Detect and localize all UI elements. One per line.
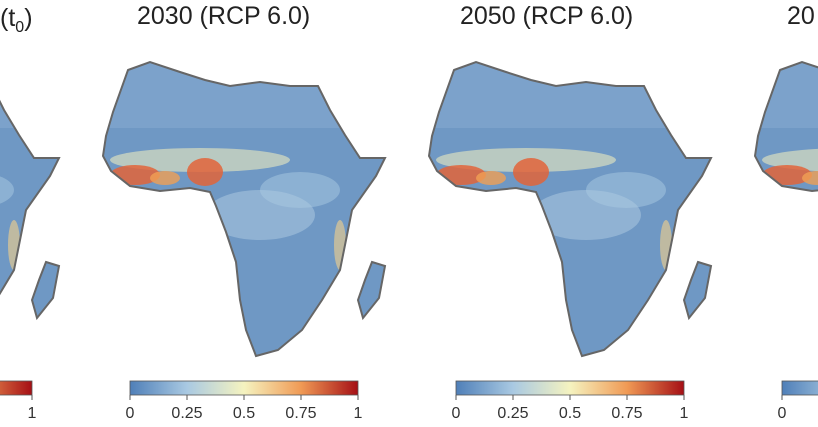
colorbar-tick-label: 0.5 — [558, 405, 582, 422]
colorbar — [0, 380, 33, 396]
panel-title-2050: 2050 (RCP 6.0) — [460, 2, 634, 30]
colorbar-tick-label: 0.25 — [497, 405, 529, 422]
map-panel-2030 — [100, 58, 390, 356]
colorbar-tick-label: 0.25 — [171, 405, 203, 422]
map-panel-t0 — [0, 58, 64, 356]
panel-title-t0: (t0) — [0, 4, 33, 36]
colorbar — [455, 380, 685, 396]
colorbar-tick-label: 0 — [777, 405, 787, 422]
colorbar-tick-label: 1 — [679, 405, 689, 422]
colorbar — [781, 380, 818, 396]
colorbar-tick-label: 0 — [125, 405, 135, 422]
panel-title-partial: 20 — [787, 2, 815, 30]
colorbar-tick-label: 0 — [451, 405, 461, 422]
colorbar — [129, 380, 359, 396]
map-panel-2050 — [426, 58, 716, 356]
colorbar-tick-label: 1 — [353, 405, 363, 422]
colorbar-tick-label: 0.75 — [611, 405, 643, 422]
colorbar-tick-label: 0.5 — [232, 405, 256, 422]
colorbar-tick-label: 1 — [27, 405, 37, 422]
panel-title-2030: 2030 (RCP 6.0) — [137, 2, 311, 30]
colorbar-tick-label: 0.75 — [285, 405, 317, 422]
map-panel-partial-right — [752, 58, 818, 356]
